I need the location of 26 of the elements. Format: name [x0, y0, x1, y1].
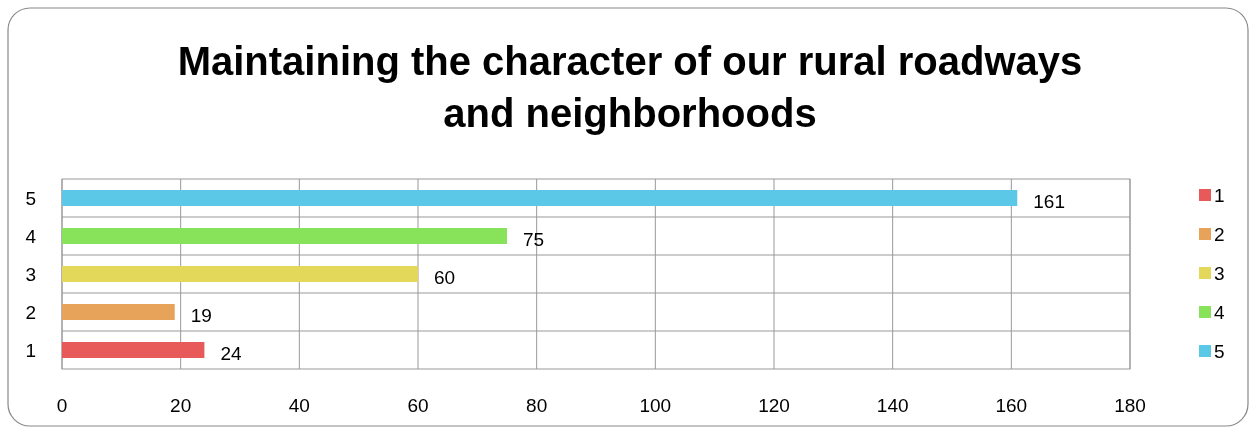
x-tick-label: 80	[526, 395, 548, 416]
y-tick-label: 3	[25, 264, 36, 285]
data-label: 60	[434, 267, 456, 288]
y-tick-label: 2	[25, 302, 36, 323]
legend-label: 2	[1214, 224, 1225, 245]
x-tick-label: 0	[56, 395, 68, 416]
x-tick-label: 120	[758, 395, 790, 416]
legend-label: 3	[1214, 263, 1225, 284]
x-tick-label: 40	[288, 395, 310, 416]
x-tick-label: 100	[639, 395, 672, 416]
data-label: 75	[523, 229, 545, 250]
legend-label: 4	[1214, 302, 1225, 323]
chart-title: Maintaining the character of our rural roadways and neighborhoods	[177, 39, 1083, 135]
data-label: 161	[1033, 191, 1065, 212]
data-label: 19	[190, 305, 212, 326]
legend-label: 5	[1214, 341, 1225, 362]
x-tick-label: 60	[407, 395, 429, 416]
y-tick-label: 1	[25, 340, 36, 361]
x-tick-label: 180	[1114, 395, 1146, 416]
legend-label: 1	[1214, 185, 1225, 206]
data-label: 24	[220, 343, 242, 364]
x-tick-label: 140	[876, 395, 909, 416]
y-tick-label: 4	[25, 226, 37, 247]
x-tick-label: 160	[995, 395, 1028, 416]
y-tick-label: 5	[25, 188, 36, 209]
x-tick-label: 20	[170, 395, 192, 416]
